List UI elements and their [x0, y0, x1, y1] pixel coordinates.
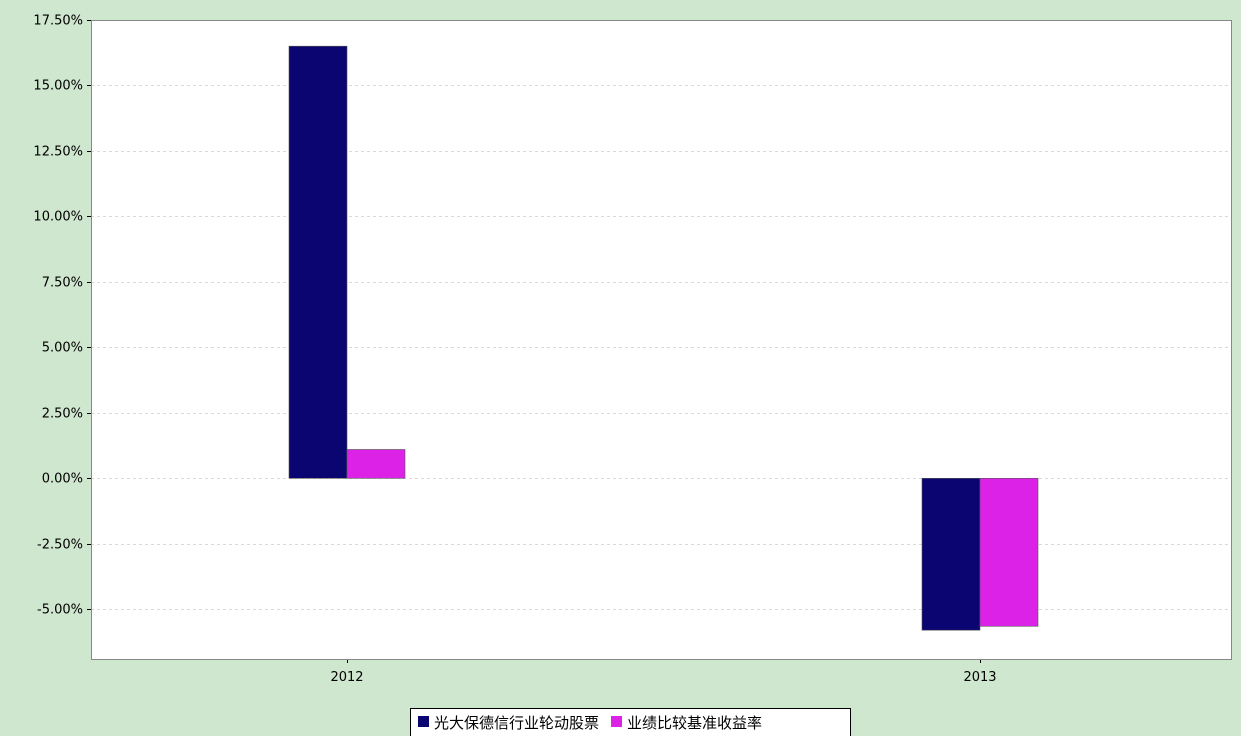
y-tick-label: 0.00% — [42, 472, 83, 487]
legend-swatch — [418, 716, 429, 727]
y-tick-label: 17.50% — [33, 14, 83, 29]
y-tick-label: 5.00% — [42, 341, 83, 356]
bar[interactable] — [921, 477, 981, 631]
legend-swatch — [611, 716, 623, 727]
legend-box — [410, 708, 851, 736]
y-tick-label: -2.50% — [37, 538, 83, 553]
y-tick-label: 2.50% — [42, 407, 83, 422]
y-tick-label: 12.50% — [33, 145, 83, 160]
bar[interactable] — [288, 45, 348, 479]
bar[interactable] — [979, 477, 1039, 627]
y-tick-label: 15.00% — [33, 79, 83, 94]
y-tick-label: 7.50% — [42, 276, 83, 291]
plot-border — [91, 20, 1232, 660]
x-tick-label: 2013 — [963, 670, 996, 685]
legend-label: 业绩比较基准收益率 — [627, 714, 762, 732]
plot-area — [91, 20, 1232, 659]
y-tick-label: -5.00% — [37, 603, 83, 618]
x-tick-label: 2012 — [330, 670, 363, 685]
bar[interactable] — [346, 449, 406, 479]
legend-label: 光大保德信行业轮动股票 — [434, 714, 599, 732]
y-tick-label: 10.00% — [33, 210, 83, 225]
